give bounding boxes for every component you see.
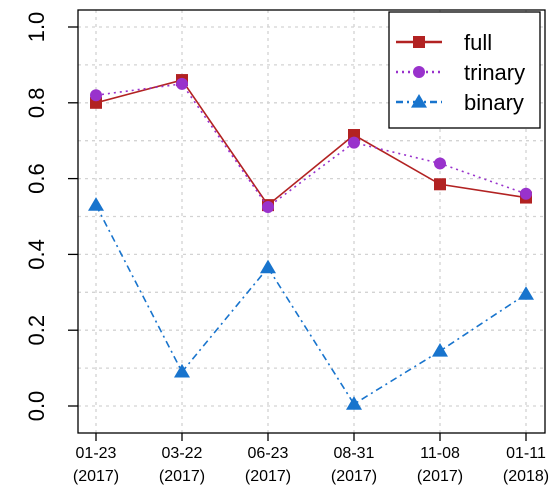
legend-marker (411, 94, 427, 108)
y-tick-label: 0.0 (24, 391, 49, 422)
x-tick-label: 03-22 (162, 445, 203, 462)
data-point-binary (432, 343, 448, 357)
legend: full trinary binary (388, 11, 541, 129)
legend-item-binary: binary (396, 90, 524, 115)
legend-marker (413, 66, 425, 78)
x-tick-label-year: (2018) (503, 468, 549, 485)
data-point-binary (260, 259, 276, 274)
x-tick-label: 01-11 (506, 445, 546, 462)
legend-marker (413, 36, 425, 48)
data-point-trinary (90, 89, 102, 102)
data-point-trinary (348, 136, 360, 149)
legend-label: binary (464, 90, 524, 115)
y-tick-label: 0.2 (24, 315, 49, 346)
legend-item-trinary: trinary (396, 60, 525, 85)
series-layer (88, 74, 534, 410)
data-point-trinary (176, 77, 188, 90)
y-tick-label: 0.4 (24, 239, 49, 270)
x-tick-label-year: (2017) (159, 468, 205, 485)
legend-label: full (464, 30, 492, 55)
x-tick-label-year: (2017) (245, 468, 291, 485)
x-tick-label: 06-23 (248, 445, 289, 462)
legend-item-full: full (396, 30, 492, 55)
data-point-binary (518, 286, 534, 300)
data-point-trinary (520, 187, 532, 200)
data-point-binary (88, 197, 104, 211)
y-tick-label: 1.0 (24, 12, 49, 43)
series-line-binary (95, 204, 527, 406)
x-tick-label: 01-23 (76, 445, 117, 462)
axes: 0.0 0.2 0.4 0.6 0.8 1.0 01-23 (2017) 03-22 (2017)… (24, 9, 549, 485)
data-point-binary (346, 396, 362, 410)
y-tick-label: 0.6 (24, 163, 49, 194)
x-tick-label: 08-31 (334, 445, 375, 462)
data-point-trinary (262, 201, 274, 214)
series-trinary (90, 77, 532, 214)
data-point-binary (174, 363, 190, 378)
series-line-trinary (95, 82, 527, 209)
data-point-trinary (434, 157, 446, 170)
series-line-full (95, 79, 527, 207)
legend-label: trinary (464, 60, 525, 85)
data-point-full (434, 178, 446, 191)
plot-frame (77, 9, 546, 434)
series-binary (88, 197, 534, 410)
x-tick-label: 11-08 (420, 445, 460, 462)
y-tick-label: 0.8 (24, 88, 49, 119)
x-tick-label-year: (2017) (417, 468, 463, 485)
x-tick-label-year: (2017) (73, 468, 119, 485)
x-tick-label-year: (2017) (331, 468, 377, 485)
